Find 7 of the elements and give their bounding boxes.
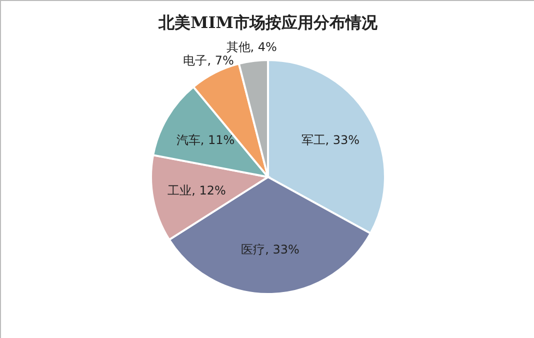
slice-label: 医疗, 33% <box>241 242 300 257</box>
slice-label: 工业, 12% <box>168 184 226 198</box>
slice-label: 其他, 4% <box>226 40 277 54</box>
slice-label: 军工, 33% <box>301 133 360 148</box>
chart-title: 北美MIM市场按应用分布情况 <box>158 13 378 32</box>
slice-label: 电子, 7% <box>183 53 234 68</box>
slice-label: 汽车, 11% <box>176 133 235 148</box>
